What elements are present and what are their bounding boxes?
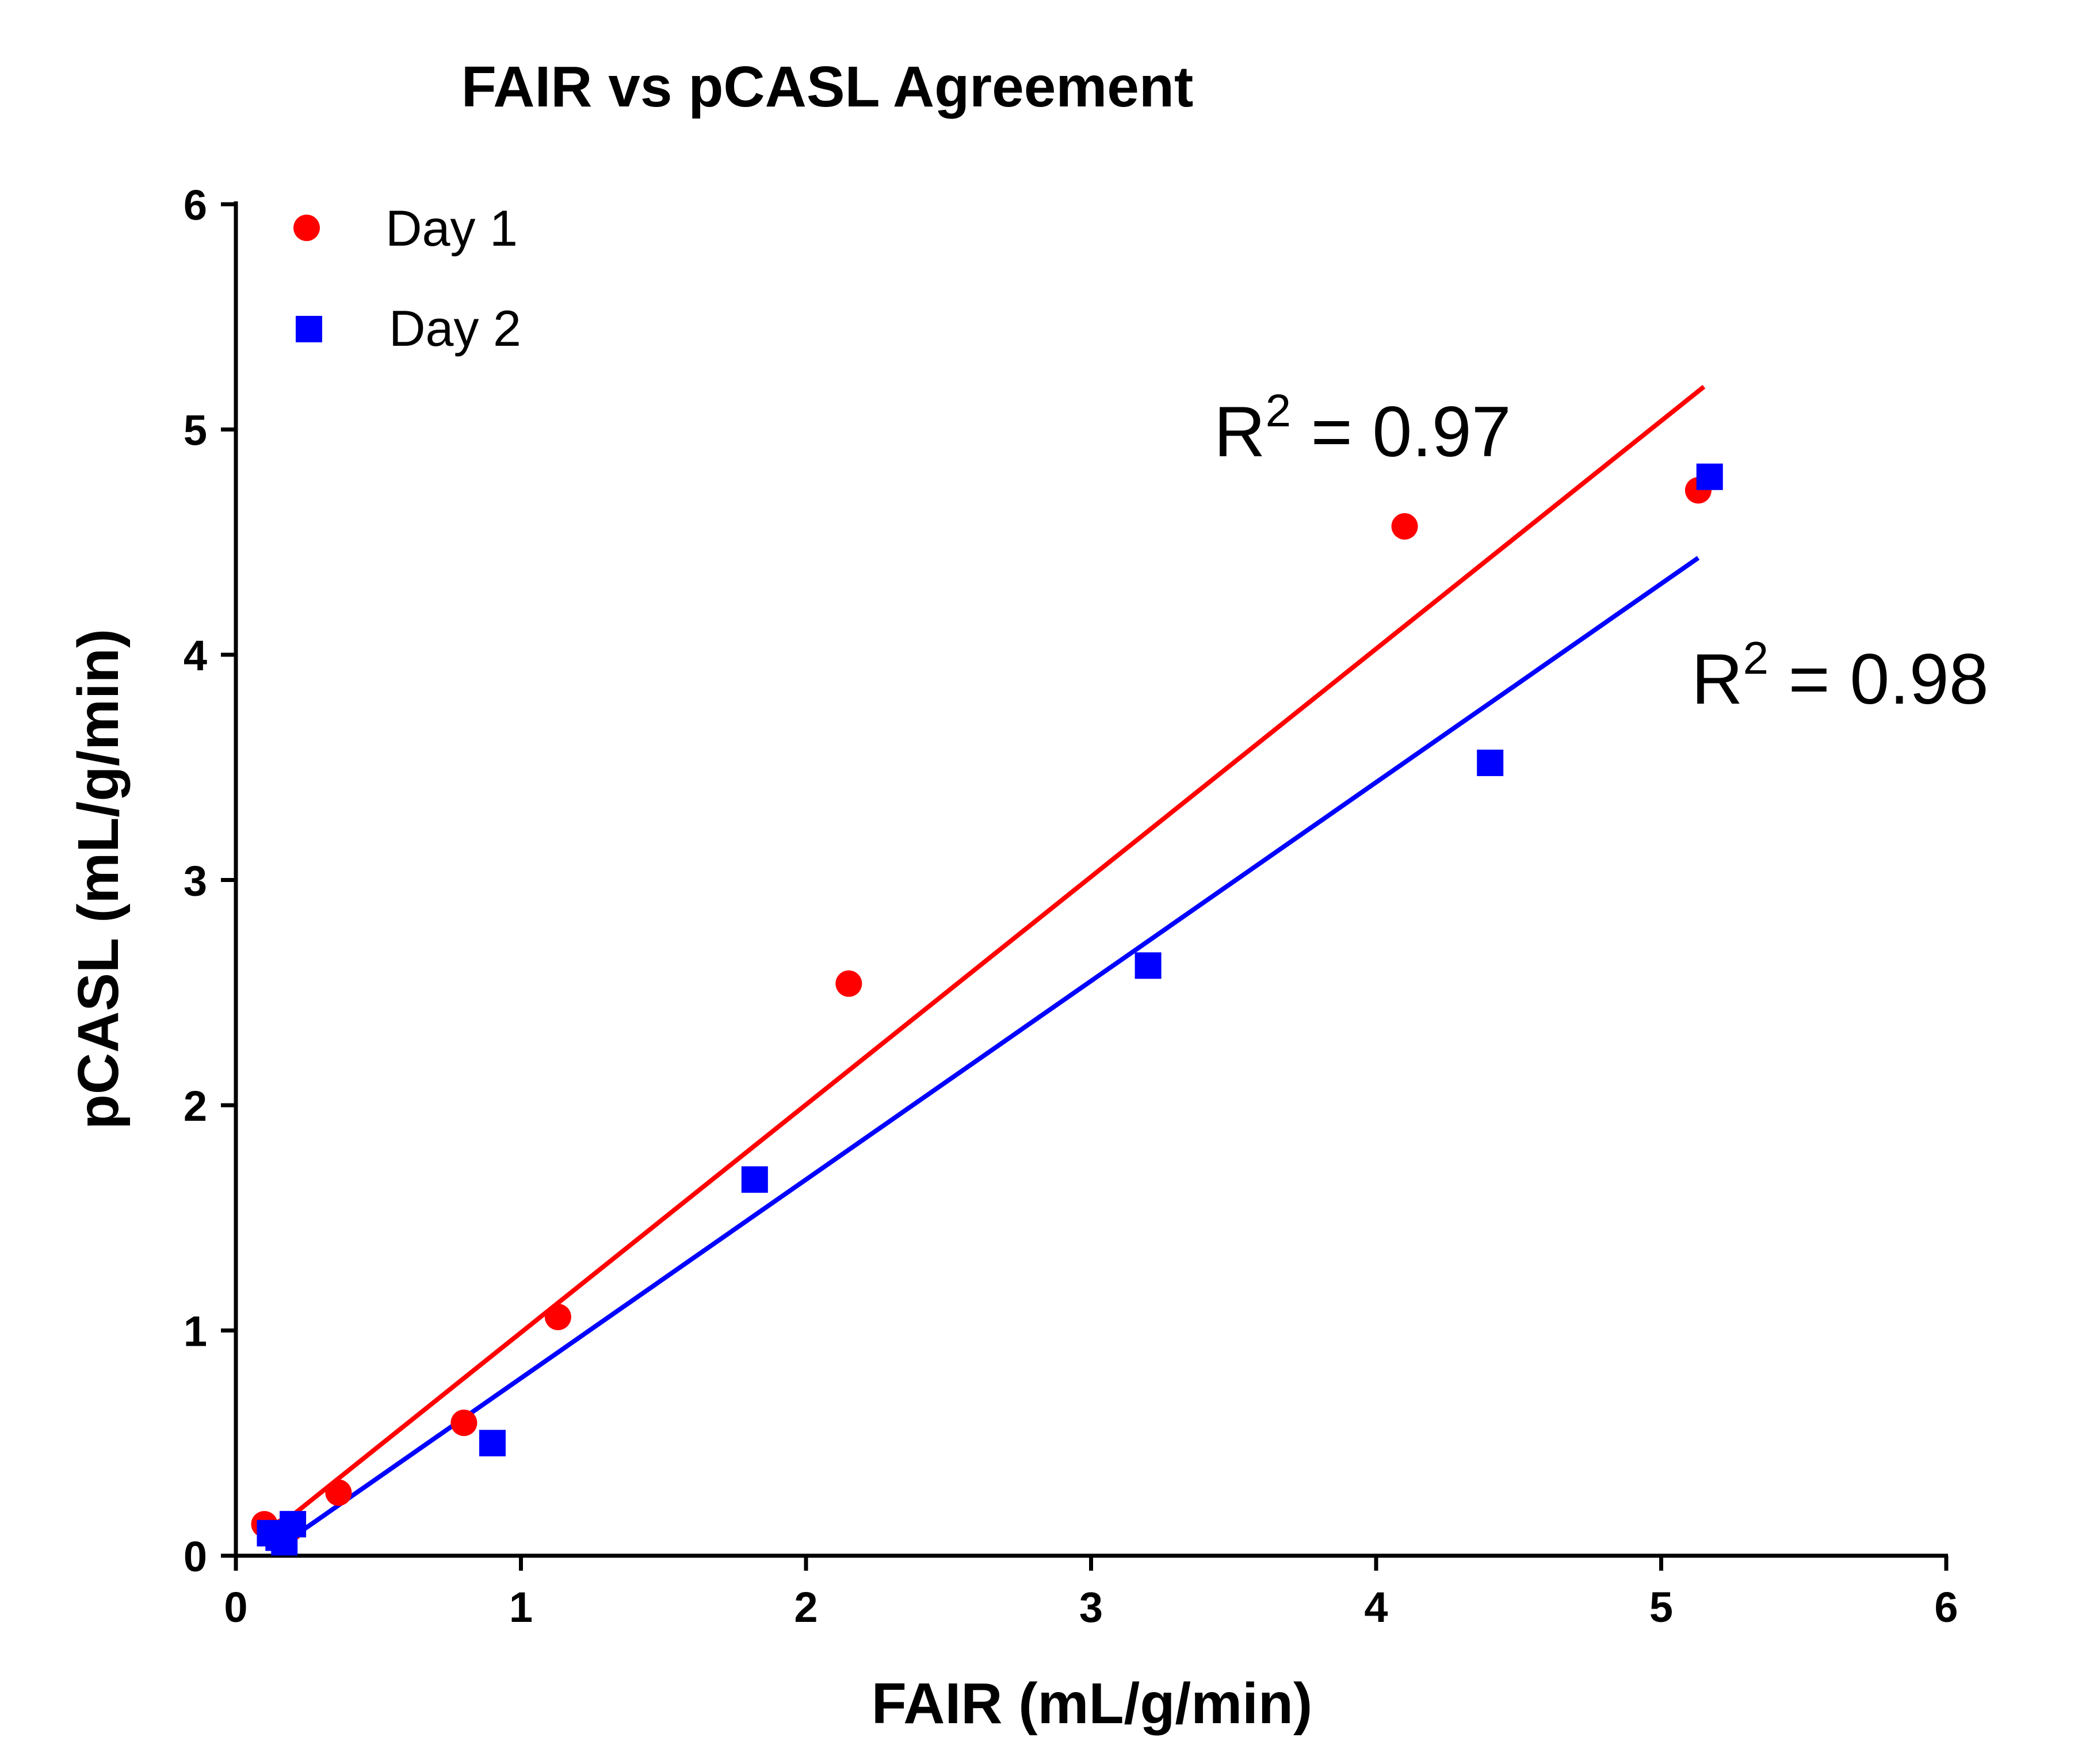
x-tick-label: 1	[509, 1583, 533, 1631]
point-day2	[479, 1430, 506, 1457]
x-tick-label: 2	[794, 1583, 818, 1631]
x-tick-label: 5	[1649, 1583, 1673, 1631]
r2-day1-letter: R	[1214, 392, 1266, 472]
y-tick-label: 6	[184, 181, 207, 229]
y-ticks: 0 1 2 3 4 5 6	[184, 181, 236, 1580]
x-tick-label: 0	[224, 1583, 247, 1631]
legend-day1-marker	[293, 215, 320, 241]
chart-title: FAIR vs pCASL Agreement	[461, 55, 1194, 119]
fit-lines	[263, 384, 1706, 1551]
x-tick-label: 3	[1079, 1583, 1103, 1631]
legend-day2-label: Day 2	[389, 300, 521, 357]
r2-day1-annotation: R2 = 0.97	[1214, 385, 1511, 472]
fit-line-day1	[263, 384, 1706, 1540]
point-day2	[1135, 952, 1162, 979]
y-tick-label: 0	[184, 1533, 207, 1580]
point-day1	[835, 970, 862, 997]
point-day1	[1391, 513, 1418, 540]
point-day2	[1696, 463, 1723, 490]
y-tick-label: 5	[184, 407, 207, 455]
legend-day2-marker	[296, 316, 322, 342]
point-day2	[1477, 749, 1504, 776]
x-axis-label: FAIR (mL/g/min)	[872, 1671, 1313, 1736]
legend-day1-label: Day 1	[385, 200, 518, 257]
r2-day2-superscript: 2	[1743, 632, 1769, 684]
y-tick-label: 1	[184, 1308, 207, 1356]
x-ticks: 0 1 2 3 4 5 6	[224, 1556, 1958, 1631]
x-tick-label: 4	[1364, 1583, 1388, 1631]
fit-line-day2	[274, 556, 1700, 1551]
data-points	[251, 463, 1723, 1556]
r2-day2-letter: R	[1691, 640, 1743, 719]
legend: Day 1 Day 2	[293, 200, 521, 357]
point-day1	[544, 1304, 571, 1331]
point-day1	[450, 1410, 478, 1437]
point-day2	[741, 1166, 768, 1193]
r2-day1-value: = 0.97	[1291, 392, 1511, 472]
r2-day2-value: = 0.98	[1768, 640, 1989, 719]
r2-day1-superscript: 2	[1266, 385, 1292, 436]
y-tick-label: 4	[184, 632, 207, 679]
y-axis-label: pCASL (mL/g/min)	[66, 629, 131, 1129]
x-tick-label: 6	[1934, 1583, 1958, 1631]
point-day2	[280, 1511, 307, 1538]
y-tick-label: 3	[184, 857, 207, 905]
r2-day2-annotation: R2 = 0.98	[1691, 632, 1989, 719]
point-day1	[325, 1479, 352, 1506]
y-tick-label: 2	[184, 1082, 207, 1130]
